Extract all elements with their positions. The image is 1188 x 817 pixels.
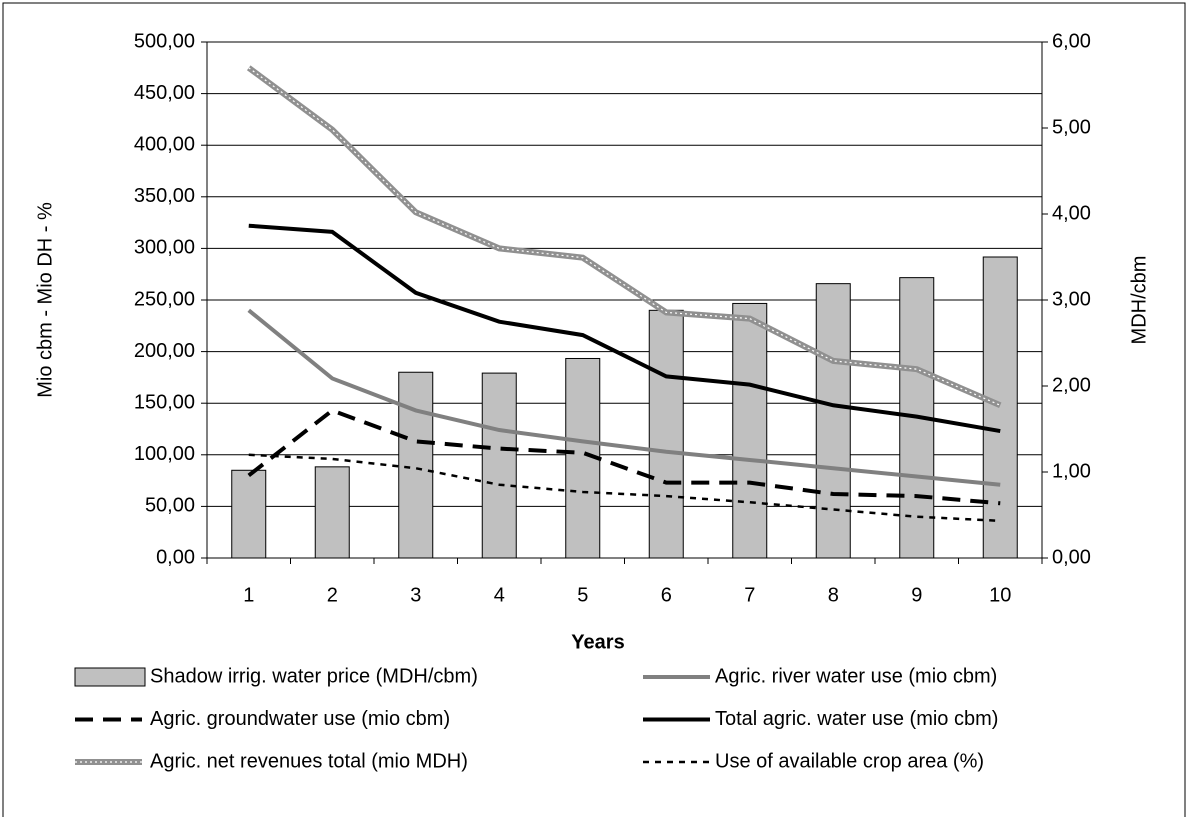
bar [648, 309, 684, 559]
y2-tick-label: 5,00 [1052, 116, 1091, 138]
line [247, 308, 1001, 487]
y-tick-label: 450,00 [134, 82, 195, 104]
y2-tick-label: 6,00 [1052, 30, 1091, 52]
legend-label: Use of available crop area (%) [715, 750, 984, 772]
bar [314, 466, 350, 559]
x-tick-label: 3 [410, 584, 421, 606]
x-axis-title: Years [571, 631, 624, 653]
legend-label: Agric. net revenues total (mio MDH) [150, 750, 468, 772]
y2-tick-label: 2,00 [1052, 374, 1091, 396]
y2-tick-label: 3,00 [1052, 288, 1091, 310]
line [248, 453, 1001, 523]
legend-label: Agric. river water use (mio cbm) [715, 665, 997, 687]
x-tick-label: 10 [989, 584, 1011, 606]
x-tick-label: 9 [911, 584, 922, 606]
bar [982, 256, 1018, 559]
x-tick-label: 4 [494, 584, 505, 606]
x-tick-label: 1 [243, 584, 254, 606]
y-tick-label: 100,00 [134, 443, 195, 465]
x-tick-label: 7 [744, 584, 755, 606]
line-texture [248, 67, 1001, 406]
y-tick-label: 50,00 [145, 495, 195, 517]
bar [231, 469, 267, 559]
x-tick-label: 6 [661, 584, 672, 606]
y-tick-label: 150,00 [134, 391, 195, 413]
x-tick-label: 2 [327, 584, 338, 606]
y2-tick-label: 0,00 [1052, 546, 1091, 568]
y-tick-label: 250,00 [134, 288, 195, 310]
x-tick-label: 8 [828, 584, 839, 606]
line [247, 408, 1001, 506]
legend-swatch [74, 667, 146, 687]
y-tick-label: 200,00 [134, 340, 195, 362]
y-tick-label: 0,00 [156, 546, 195, 568]
y-tick-label: 300,00 [134, 237, 195, 259]
legend-label: Shadow irrig. water price (MDH/cbm) [150, 665, 478, 687]
legend-label: Agric. groundwater use (mio cbm) [150, 708, 450, 730]
legend-label: Total agric. water use (mio cbm) [715, 708, 998, 730]
y2-tick-label: 1,00 [1052, 460, 1091, 482]
bar [481, 372, 517, 559]
y2-tick-label: 4,00 [1052, 202, 1091, 224]
x-tick-label: 5 [577, 584, 588, 606]
y-tick-label: 500,00 [134, 30, 195, 52]
y-axis-title: Mio cbm - Mio DH - % [34, 202, 56, 398]
bar [398, 371, 434, 559]
bar [815, 283, 851, 559]
bar [732, 302, 768, 559]
y-tick-label: 400,00 [134, 133, 195, 155]
y2-axis-title: MDH/cbm [1128, 256, 1150, 345]
line [248, 223, 1001, 434]
y-tick-label: 350,00 [134, 185, 195, 207]
